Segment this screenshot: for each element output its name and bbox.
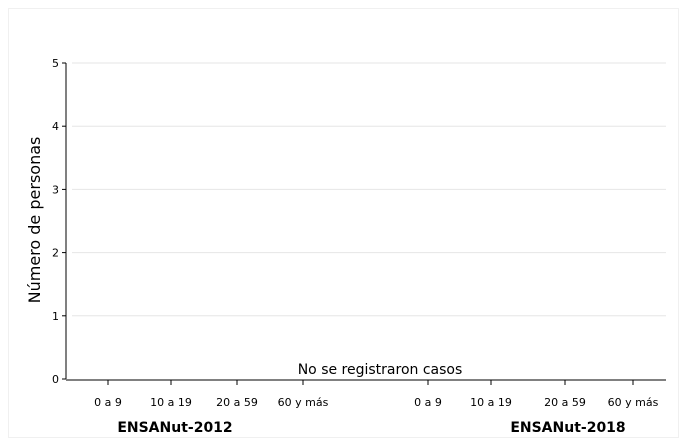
no-cases-annotation: No se registraron casos xyxy=(298,362,463,378)
group-label: ENSANut-2018 xyxy=(510,420,625,436)
x-tick-label: 20 a 59 xyxy=(544,396,586,409)
x-axis: 0 a 9 10 a 19 20 a 59 60 y más ENSANut-2012 0… xyxy=(66,379,666,436)
x-tick-label: 0 a 9 xyxy=(414,396,442,409)
y-tick-label: 0 xyxy=(52,373,59,386)
x-tick-label: 60 y más xyxy=(608,396,659,409)
y-tick-label: 5 xyxy=(52,57,59,70)
y-tick-label: 2 xyxy=(52,247,59,260)
y-axis-label: Número de personas xyxy=(25,137,44,304)
chart-frame xyxy=(8,8,679,438)
x-tick-label: 60 y más xyxy=(278,396,329,409)
x-tick-label: 10 a 19 xyxy=(470,396,512,409)
y-tick-label: 4 xyxy=(52,120,59,133)
x-tick-label: 20 a 59 xyxy=(216,396,258,409)
y-axis: 0 1 2 3 4 5 xyxy=(52,57,67,386)
x-tick-label: 10 a 19 xyxy=(150,396,192,409)
gridlines xyxy=(72,62,666,317)
group-label: ENSANut-2012 xyxy=(117,420,232,436)
y-tick-label: 3 xyxy=(52,183,59,196)
y-tick-label: 1 xyxy=(52,310,59,323)
x-tick-label: 0 a 9 xyxy=(94,396,122,409)
